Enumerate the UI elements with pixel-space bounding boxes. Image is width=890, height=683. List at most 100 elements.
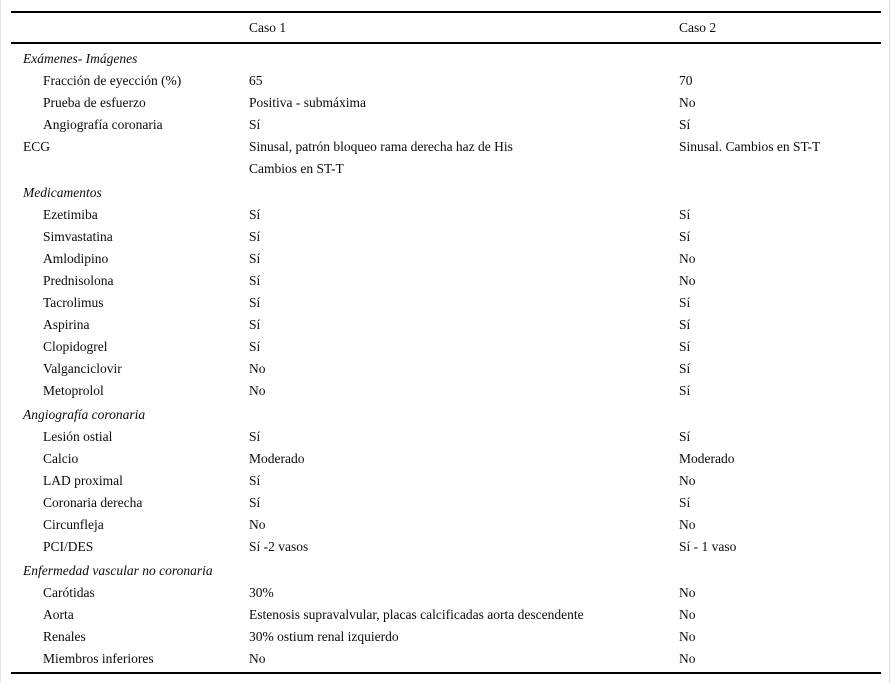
row-label: Ezetimiba	[43, 207, 98, 222]
row-label: Miembros inferiores	[43, 651, 154, 666]
caso2-value: Sinusal. Cambios en ST-T	[679, 139, 821, 154]
caso2-value: Moderado	[679, 451, 735, 466]
caso1-value: No	[249, 517, 266, 532]
row-label: Lesión ostial	[43, 429, 113, 444]
caso1-value: No	[249, 361, 266, 376]
case-comparison-table: Caso 1 Caso 2 Exámenes- Imágenes Fracció…	[11, 11, 881, 674]
caso2-value: Sí - 1 vaso	[679, 539, 737, 554]
caso2-value: Sí	[679, 295, 691, 310]
caso2-value: No	[679, 517, 696, 532]
caso2-value: No	[679, 95, 696, 110]
row-label: Valganciclovir	[43, 361, 122, 376]
table-row: Carótidas 30% No	[11, 582, 881, 604]
caso2-value: Sí	[679, 495, 691, 510]
row-label: Circunfleja	[43, 517, 104, 532]
row-label: PCI/DES	[43, 539, 94, 554]
section-title: Angiografía coronaria	[23, 407, 146, 422]
row-label: Aspirina	[43, 317, 90, 332]
table-row: Valganciclovir No Sí	[11, 358, 881, 380]
caso1-value: Sí	[249, 339, 261, 354]
table-row: ECG Sinusal, patrón bloqueo rama derecha…	[11, 136, 881, 180]
table-row: Clopidogrel Sí Sí	[11, 336, 881, 358]
caso1-value: No	[249, 651, 266, 666]
column-header-caso2: Caso 2	[679, 19, 717, 35]
caso2-value: No	[679, 273, 696, 288]
caso2-value: No	[679, 629, 696, 644]
caso1-value: Sí	[249, 229, 261, 244]
table-row: Simvastatina Sí Sí	[11, 226, 881, 248]
caso1-value: Sinusal, patrón bloqueo rama derecha haz…	[249, 139, 513, 176]
row-label: ECG	[23, 139, 50, 154]
table-header-row: Caso 1 Caso 2	[11, 11, 881, 44]
caso1-value: Sí	[249, 429, 261, 444]
caso1-value: Moderado	[249, 451, 305, 466]
caso1-value: Sí	[249, 251, 261, 266]
row-label: Renales	[43, 629, 86, 644]
section-title: Enfermedad vascular no coronaria	[23, 563, 213, 578]
caso1-value: Sí	[249, 317, 261, 332]
caso2-value: No	[679, 585, 696, 600]
caso1-value: 65	[249, 73, 263, 88]
row-label: Carótidas	[43, 585, 95, 600]
row-label: Prednisolona	[43, 273, 114, 288]
table-row: Prueba de esfuerzo Positiva - submáxima …	[11, 92, 881, 114]
caso1-value: Positiva - submáxima	[249, 95, 366, 110]
caso2-value: Sí	[679, 361, 691, 376]
row-label: Clopidogrel	[43, 339, 108, 354]
section-header-row: Medicamentos	[11, 180, 881, 204]
table-row: Coronaria derecha Sí Sí	[11, 492, 881, 514]
table-row: Renales 30% ostium renal izquierdo No	[11, 626, 881, 648]
row-label: Simvastatina	[43, 229, 113, 244]
row-label: Amlodipino	[43, 251, 109, 266]
table-row: Aorta Estenosis supravalvular, placas ca…	[11, 604, 881, 626]
caso2-value: Sí	[679, 207, 691, 222]
caso2-value: Sí	[679, 383, 691, 398]
row-label: Calcio	[43, 451, 79, 466]
table-row: Ezetimiba Sí Sí	[11, 204, 881, 226]
caso2-value: 70	[679, 73, 693, 88]
table-row: PCI/DES Sí -2 vasos Sí - 1 vaso	[11, 536, 881, 558]
caso2-value: Sí	[679, 339, 691, 354]
row-label: Angiografía coronaria	[43, 117, 163, 132]
table-row: LAD proximal Sí No	[11, 470, 881, 492]
caso1-value: Sí	[249, 295, 261, 310]
section-header-row: Exámenes- Imágenes	[11, 46, 881, 70]
table-row: Circunfleja No No	[11, 514, 881, 536]
table-row: Amlodipino Sí No	[11, 248, 881, 270]
table-row: Angiografía coronaria Sí Sí	[11, 114, 881, 136]
caso1-value: 30%	[249, 585, 274, 600]
table-row: Fracción de eyección (%) 65 70	[11, 70, 881, 92]
table-row: Calcio Moderado Moderado	[11, 448, 881, 470]
caso1-value: Sí	[249, 273, 261, 288]
section-title: Medicamentos	[23, 185, 102, 200]
caso1-value: 30% ostium renal izquierdo	[249, 629, 399, 644]
section-header-row: Angiografía coronaria	[11, 402, 881, 426]
table-row: Prednisolona Sí No	[11, 270, 881, 292]
table-row: Aspirina Sí Sí	[11, 314, 881, 336]
caso2-value: No	[679, 251, 696, 266]
caso1-value: Sí	[249, 117, 261, 132]
caso2-value: No	[679, 473, 696, 488]
row-label: Tacrolimus	[43, 295, 104, 310]
caso2-value: Sí	[679, 429, 691, 444]
row-label: Aorta	[43, 607, 74, 622]
caso2-value: No	[679, 651, 696, 666]
section-title: Exámenes- Imágenes	[23, 51, 138, 66]
table-row: Metoprolol No Sí	[11, 380, 881, 402]
row-label: Prueba de esfuerzo	[43, 95, 146, 110]
caso2-value: Sí	[679, 117, 691, 132]
table-row: Lesión ostial Sí Sí	[11, 426, 881, 448]
row-label: LAD proximal	[43, 473, 123, 488]
section-header-row: Enfermedad vascular no coronaria	[11, 558, 881, 582]
caso1-value: Sí	[249, 495, 261, 510]
caso2-value: No	[679, 607, 696, 622]
caso1-value: Estenosis supravalvular, placas calcific…	[249, 607, 584, 622]
caso2-value: Sí	[679, 317, 691, 332]
row-label: Metoprolol	[43, 383, 104, 398]
caso2-value: Sí	[679, 229, 691, 244]
row-label: Coronaria derecha	[43, 495, 143, 510]
table-row: Tacrolimus Sí Sí	[11, 292, 881, 314]
caso1-value: Sí	[249, 473, 261, 488]
table-row: Miembros inferiores No No	[11, 648, 881, 670]
